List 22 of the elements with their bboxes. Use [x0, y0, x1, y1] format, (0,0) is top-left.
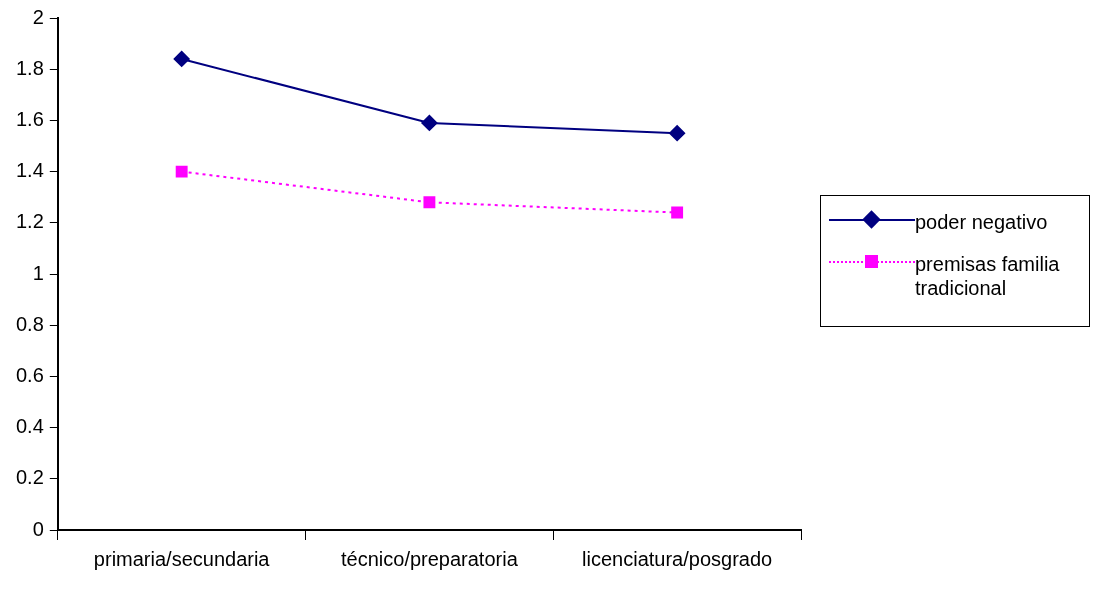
x-tick-label: licenciatura/posgrado — [582, 547, 773, 570]
y-tick-label: 1.4 — [15, 159, 44, 182]
point — [669, 125, 686, 142]
point — [173, 50, 190, 67]
y-tick-label: 2 — [32, 5, 44, 28]
y-tick-label: 1.8 — [15, 56, 44, 79]
y-tick-label: 0.8 — [15, 312, 44, 335]
y-tick-label: 0.4 — [15, 415, 44, 438]
y-tick-label: 1.2 — [15, 210, 44, 233]
y-tick-label: 1.6 — [15, 107, 44, 130]
point — [423, 196, 436, 209]
y-tick-label: 1 — [32, 261, 44, 284]
legend-label: premisas familia tradicional — [915, 252, 1061, 300]
legend-label: poder negativo — [915, 210, 1049, 234]
x-tick-label: técnico/preparatoria — [341, 547, 519, 570]
point — [421, 114, 438, 131]
point — [175, 165, 188, 178]
y-tick-label: 0.6 — [15, 363, 44, 386]
y-tick-label: 0.2 — [15, 466, 44, 489]
point — [671, 206, 684, 219]
y-tick-label: 0 — [32, 517, 44, 540]
x-tick-label: primaria/secundaria — [93, 547, 271, 570]
